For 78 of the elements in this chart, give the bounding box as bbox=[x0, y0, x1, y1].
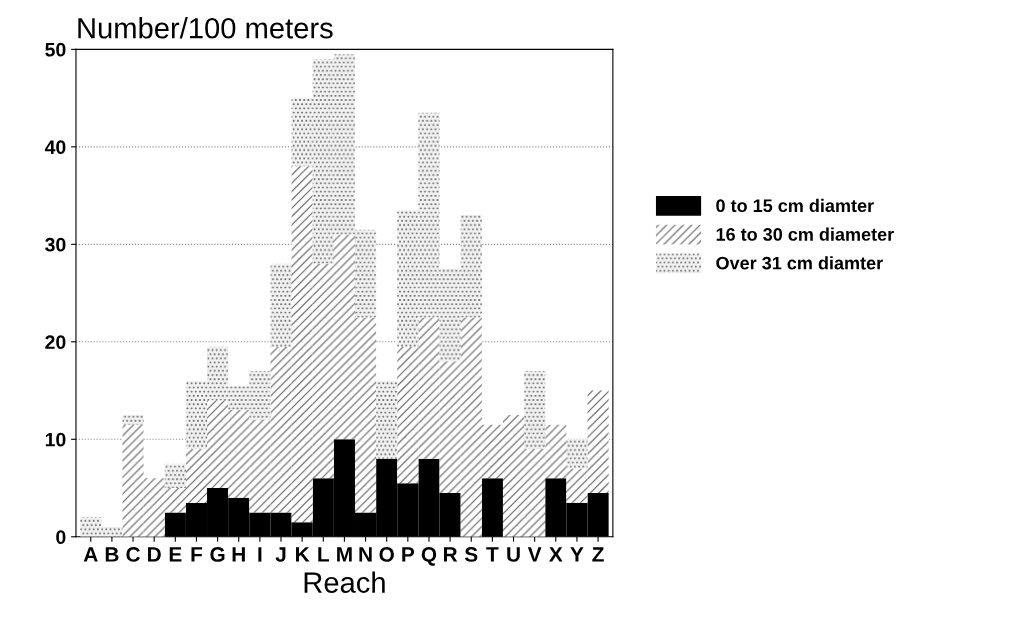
y-tick-label: 30 bbox=[45, 237, 66, 252]
chart-title: Number/100 meters bbox=[78, 17, 333, 39]
x-tick-label: N bbox=[359, 547, 372, 562]
x-tick-label: L bbox=[318, 547, 330, 562]
bar bbox=[397, 210, 419, 347]
y-tick-label: 20 bbox=[45, 335, 66, 350]
y-tick-label: 10 bbox=[45, 432, 66, 447]
x-tick-label: H bbox=[232, 547, 245, 562]
x-tick-label: Y bbox=[570, 547, 584, 562]
bar bbox=[524, 449, 546, 537]
bar bbox=[439, 268, 461, 362]
bar bbox=[228, 410, 250, 498]
bar bbox=[460, 317, 482, 537]
bar bbox=[418, 317, 440, 459]
bar bbox=[207, 346, 229, 401]
x-tick-label: T bbox=[486, 547, 499, 562]
bar bbox=[312, 59, 334, 264]
bar bbox=[524, 371, 546, 450]
bar bbox=[228, 385, 250, 411]
y-tick-label: 0 bbox=[56, 530, 66, 545]
bar bbox=[312, 263, 334, 479]
bar bbox=[376, 380, 398, 459]
bar bbox=[439, 361, 461, 493]
bar bbox=[207, 400, 229, 489]
bar bbox=[185, 380, 208, 450]
bar bbox=[164, 463, 186, 489]
legend-label: 0 to 15 cm diamter bbox=[716, 198, 874, 213]
x-tick-label: K bbox=[296, 547, 310, 562]
bar bbox=[249, 371, 271, 420]
y-tick-label: 40 bbox=[44, 140, 66, 155]
bar bbox=[291, 166, 313, 523]
bar bbox=[185, 449, 208, 503]
x-tick-label: Z bbox=[592, 547, 604, 562]
x-tick-label: A bbox=[83, 547, 98, 562]
x-tick-label: E bbox=[169, 547, 182, 562]
bar bbox=[481, 424, 503, 479]
x-tick-label: O bbox=[379, 547, 394, 562]
x-tick-label: R bbox=[443, 547, 458, 562]
bar bbox=[122, 424, 144, 537]
bar bbox=[545, 424, 567, 479]
bar bbox=[249, 419, 271, 513]
bar bbox=[333, 54, 355, 235]
bar bbox=[587, 390, 609, 493]
bar bbox=[354, 317, 377, 513]
x-tick-label: G bbox=[210, 547, 225, 562]
bar bbox=[566, 468, 588, 503]
x-tick-label: I bbox=[258, 547, 262, 562]
x-tick-label: Q bbox=[421, 547, 437, 566]
x-tick-label: C bbox=[126, 547, 140, 562]
bar bbox=[333, 234, 355, 440]
bar bbox=[164, 488, 186, 513]
bar bbox=[122, 414, 144, 425]
bar bbox=[143, 478, 165, 537]
bar bbox=[460, 215, 482, 318]
bar bbox=[418, 112, 440, 318]
x-tick-label: M bbox=[337, 547, 352, 562]
x-axis-title: Reach bbox=[304, 571, 385, 593]
bar bbox=[101, 527, 123, 537]
bar bbox=[566, 439, 588, 469]
bar bbox=[354, 229, 377, 318]
x-tick-label: U bbox=[507, 547, 520, 562]
legend-label: Over 31 cm diamter bbox=[716, 256, 883, 270]
x-tick-label: F bbox=[191, 547, 203, 562]
x-tick-label: V bbox=[527, 547, 542, 562]
bar bbox=[80, 517, 102, 537]
x-tick-label: S bbox=[464, 547, 478, 562]
bar bbox=[291, 98, 313, 167]
bar bbox=[270, 346, 292, 513]
legend-label: 16 to 30 cm diameter bbox=[716, 227, 894, 241]
x-tick-label: X bbox=[549, 547, 563, 562]
x-tick-label: J bbox=[275, 547, 286, 562]
bar bbox=[502, 414, 525, 537]
x-tick-label: P bbox=[402, 547, 415, 562]
y-tick-label: 50 bbox=[45, 42, 66, 57]
x-tick-label: B bbox=[105, 547, 119, 562]
bar bbox=[397, 346, 419, 484]
bar bbox=[270, 263, 292, 347]
x-tick-label: D bbox=[148, 547, 161, 562]
